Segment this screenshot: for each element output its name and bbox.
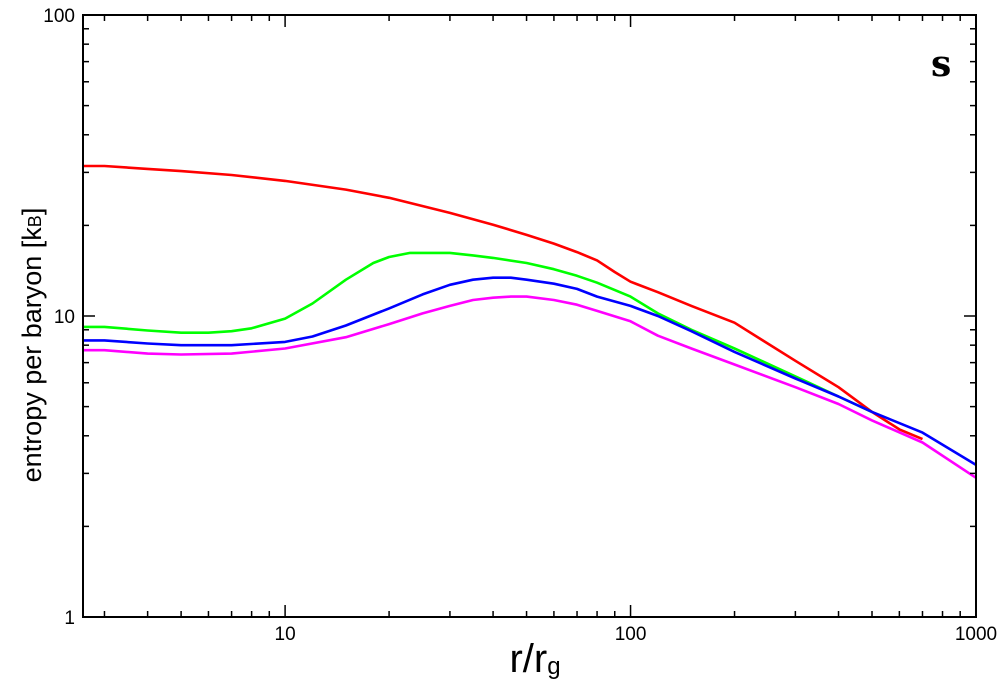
series-line-3 [83,276,977,467]
tick-labels-layer: 10 100 1000 1 10 100 [43,6,997,645]
y-axis-label-subscript: B [25,215,45,227]
x-tick-label: 1000 [955,624,997,645]
x-axis-label: r/rg [509,637,560,681]
ticks-layer [83,14,977,618]
x-tick-label: 10 [275,624,296,645]
y-tick-label: 10 [54,307,75,328]
panel-label: s [931,43,951,85]
y-axis-label-end: ] [17,208,47,216]
plot-frame [82,14,977,618]
y-axis-label: entropy per baryon [kB] [17,208,47,483]
x-axis-label-main: r/r [509,637,547,681]
y-tick-label: 100 [43,6,75,27]
y-tick-label: 1 [64,608,75,629]
series-line-1 [83,164,924,441]
x-tick-label: 100 [615,624,647,645]
y-axis-label-main: entropy per baryon [k [17,227,47,483]
series-line-4 [83,295,977,479]
series-line-2 [83,251,873,414]
series-layer [83,164,977,479]
x-axis-label-subscript: g [547,653,560,680]
